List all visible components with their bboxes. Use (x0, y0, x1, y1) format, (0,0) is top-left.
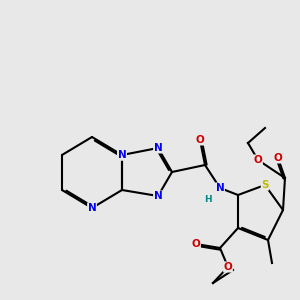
Text: N: N (154, 191, 162, 201)
Text: N: N (88, 203, 96, 213)
Text: O: O (274, 153, 282, 163)
Text: S: S (261, 180, 269, 190)
Text: N: N (154, 143, 162, 153)
Text: O: O (196, 135, 204, 145)
Text: N: N (118, 150, 126, 160)
Text: O: O (192, 239, 200, 249)
Text: N: N (118, 150, 126, 160)
Text: N: N (216, 183, 224, 193)
Text: O: O (254, 155, 262, 165)
Text: H: H (204, 196, 212, 205)
Text: O: O (224, 262, 232, 272)
